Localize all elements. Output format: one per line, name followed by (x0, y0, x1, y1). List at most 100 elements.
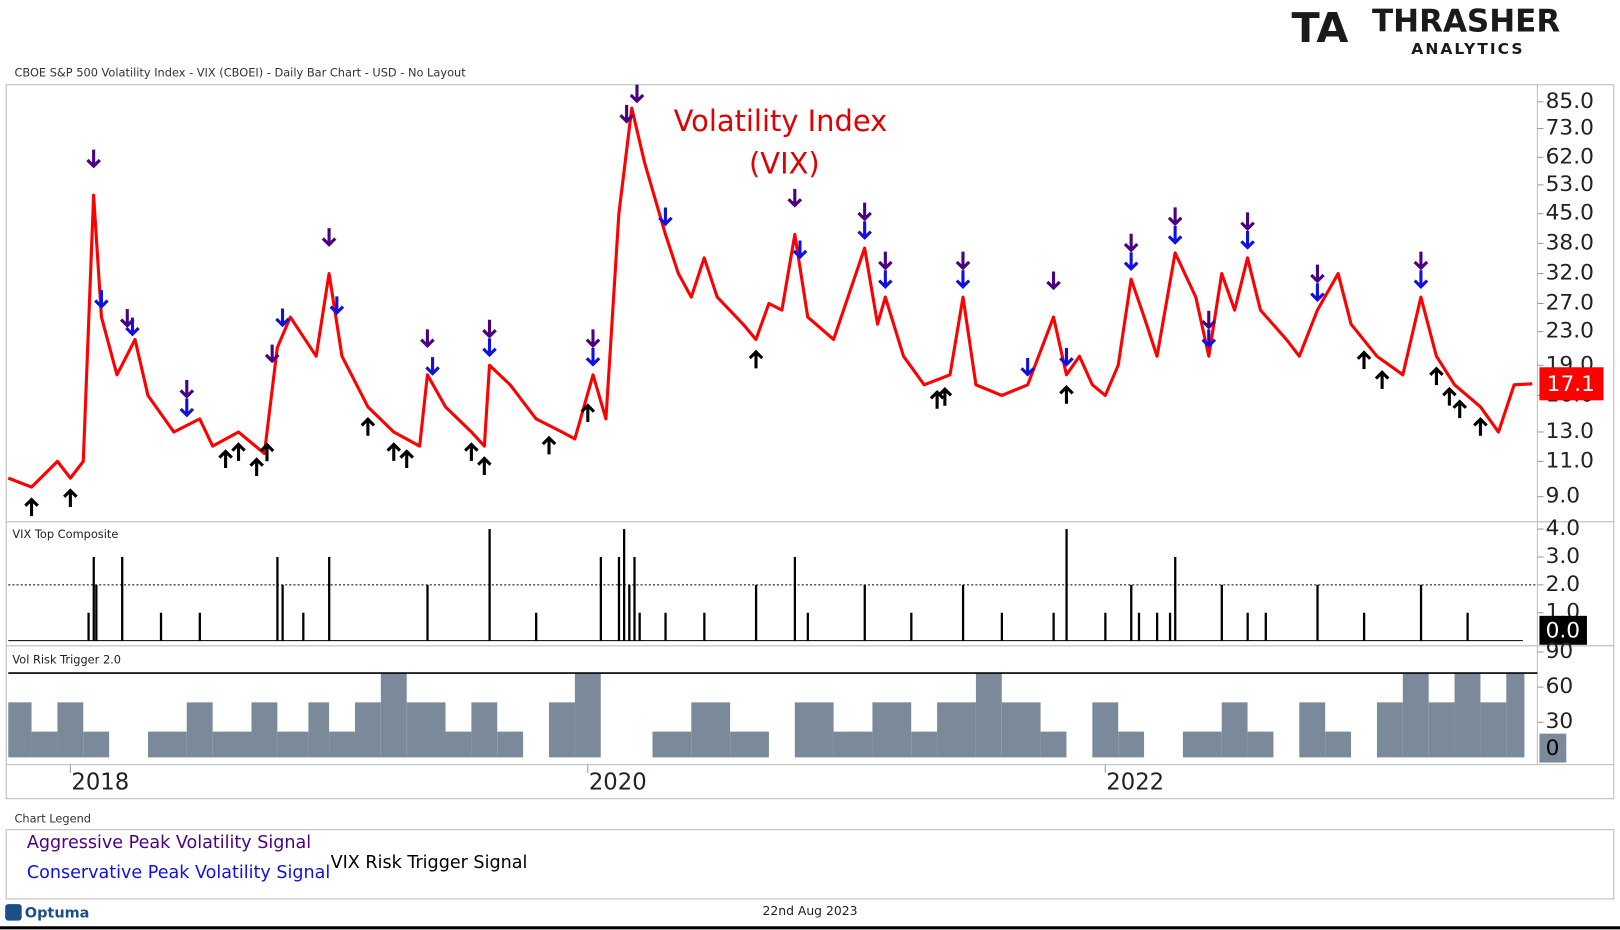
trigger-step (1118, 731, 1145, 758)
last-value-label: 0 (1546, 736, 1560, 761)
last-value-badge (1539, 733, 1567, 763)
signal-arrow (878, 251, 893, 271)
trigger-step (380, 673, 407, 758)
composite-spike (1419, 584, 1423, 641)
signal-arrow (1473, 417, 1488, 436)
trigger-step (549, 702, 575, 758)
signal-arrow (1452, 399, 1468, 419)
trigger-step (652, 731, 692, 758)
composite-spike (1168, 612, 1172, 641)
signal-arrow (1413, 270, 1429, 289)
trigger-step (1428, 702, 1455, 758)
signal-arrow (658, 207, 673, 227)
last-value-badge (1539, 615, 1587, 645)
composite-spike (159, 612, 163, 641)
signal-arrow (929, 390, 945, 409)
last-value-label: 0.0 (1546, 618, 1580, 643)
signal-arrow (787, 188, 803, 208)
signal-arrow (420, 329, 435, 349)
footer-logo (5, 904, 22, 921)
y-tick-label: 27.0 (1546, 290, 1594, 315)
signal-arrow (231, 442, 246, 461)
trigger-step (1040, 731, 1067, 758)
trigger-step (794, 702, 834, 758)
trigger-step (57, 702, 84, 758)
composite-spike (638, 612, 641, 641)
annotation: (VIX) (749, 146, 820, 180)
composite-spike (628, 584, 631, 641)
footer-brand: Optuma (25, 905, 90, 921)
signal-arrow (24, 497, 39, 517)
composite-spike (302, 612, 305, 641)
annotation: Volatility Index (674, 104, 888, 138)
composite-spike (121, 556, 124, 641)
composite-spike (1065, 529, 1068, 641)
signal-arrow (1167, 226, 1183, 245)
composite-spike (1264, 612, 1267, 641)
composite-spike (1174, 556, 1177, 641)
logo-mark: TA (1291, 4, 1348, 52)
signal-arrow (386, 442, 402, 461)
signal-arrow (878, 270, 893, 289)
composite-spike (754, 584, 758, 641)
signal-arrow (857, 221, 872, 240)
signal-arrow (585, 329, 601, 349)
trigger-step (406, 702, 446, 758)
signal-arrow (1429, 366, 1444, 386)
composite-spike (863, 584, 866, 641)
signal-arrow (585, 347, 601, 367)
composite-spike (276, 556, 279, 641)
composite-spike (535, 612, 538, 641)
logo-name: THRASHER (1372, 3, 1560, 39)
signal-arrow (399, 449, 415, 468)
logo-sub: ANALYTICS (1411, 40, 1524, 58)
composite-spike (1316, 584, 1319, 641)
trigger-step (186, 702, 213, 758)
signal-arrow (1240, 212, 1255, 232)
y-tick-label: 4.0 (1546, 516, 1580, 541)
signal-arrow (1356, 350, 1372, 370)
trigger-step (471, 702, 498, 758)
legend-box (5, 829, 1615, 900)
composite-spike (1000, 612, 1004, 641)
y-tick-label: 62.0 (1546, 144, 1594, 169)
y-tick-label: 32.0 (1546, 261, 1594, 286)
y-tick-label: 53.0 (1546, 172, 1594, 197)
composite-spike (806, 612, 809, 641)
signal-arrow (321, 228, 337, 247)
signal-arrow (1123, 233, 1139, 253)
legend-entry: VIX Risk Trigger Signal (331, 853, 528, 873)
trigger-step (1247, 731, 1274, 758)
composite-spike (426, 584, 429, 641)
composite-spike (1155, 612, 1159, 641)
trigger-step (937, 702, 976, 758)
x-tick-label: 2020 (589, 770, 647, 796)
signal-arrow (748, 349, 764, 369)
trigger-step (911, 731, 938, 758)
signal-arrow (1240, 230, 1255, 250)
last-value-badge (1539, 367, 1604, 401)
signal-arrow (179, 398, 195, 418)
composite-spike (703, 612, 706, 641)
signal-arrow (179, 380, 195, 399)
signal-arrow (264, 344, 280, 364)
trigger-step (1480, 702, 1507, 758)
signal-arrow (955, 251, 971, 271)
y-tick-label: 9.0 (1546, 484, 1580, 509)
signal-arrow (629, 84, 645, 104)
composite-spike (1466, 612, 1469, 641)
y-tick-label: 85.0 (1546, 89, 1594, 114)
composite-spike (633, 556, 636, 641)
composite-spike (1246, 612, 1249, 641)
composite-spike (488, 529, 491, 641)
vix-line (7, 106, 1533, 489)
signal-arrow (1059, 384, 1074, 404)
signal-arrow (1123, 252, 1139, 272)
composite-spike (198, 612, 201, 641)
signal-arrow (125, 317, 140, 337)
signal-arrow (275, 308, 290, 328)
chart-frame (5, 84, 1615, 800)
